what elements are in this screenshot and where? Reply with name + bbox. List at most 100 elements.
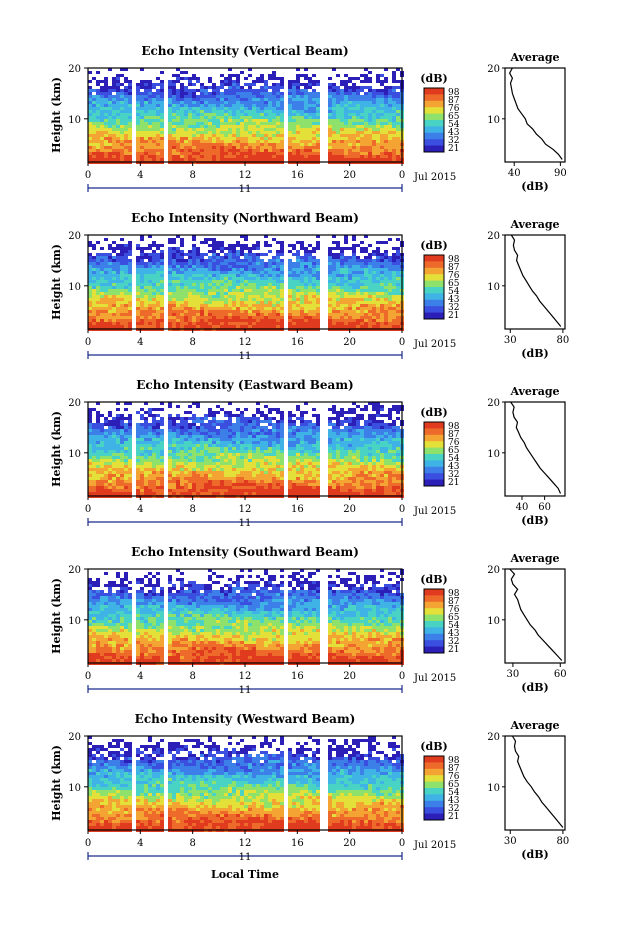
heatmap-cell	[296, 158, 300, 161]
heatmap-cell	[308, 113, 312, 116]
heatmap-cell	[396, 119, 400, 122]
heatmap-cell	[108, 140, 112, 143]
heatmap-cell	[352, 113, 356, 116]
heatmap-cell	[256, 140, 260, 143]
heatmap-cell	[112, 423, 116, 426]
heatmap-cell	[188, 325, 192, 328]
heatmap-cell	[96, 313, 100, 316]
heatmap-cell	[212, 426, 216, 429]
heatmap-cell	[212, 131, 216, 134]
heatmap-cell	[216, 316, 220, 319]
heatmap-cell	[296, 116, 300, 119]
heatmap-cell	[332, 86, 336, 89]
heatmap-cell	[288, 316, 292, 319]
heatmap-cell	[328, 89, 332, 92]
heatmap-cell	[196, 405, 200, 408]
heatmap-cell	[116, 402, 120, 405]
heatmap-cell	[308, 119, 312, 122]
heatmap-cell	[128, 83, 132, 86]
heatmap-cell	[168, 256, 172, 259]
heatmap-cell	[312, 247, 316, 250]
heatmap-cell	[176, 80, 180, 83]
heatmap-cell	[276, 116, 280, 119]
heatmap-cell	[208, 301, 212, 304]
heatmap-cell	[144, 268, 148, 271]
heatmap-cell	[156, 98, 160, 101]
heatmap-cell	[236, 313, 240, 316]
heatmap-cell	[380, 143, 384, 146]
heatmap-cell	[340, 435, 344, 438]
heatmap-cell	[208, 283, 212, 286]
heatmap-cell	[280, 241, 284, 244]
heatmap-cell	[356, 256, 360, 259]
heatmap-cell	[180, 134, 184, 137]
heatmap-cell	[360, 119, 364, 122]
heatmap-cell	[88, 438, 92, 441]
heatmap-cell	[100, 256, 104, 259]
heatmap-cell	[364, 405, 368, 408]
heatmap-cell	[220, 274, 224, 277]
heatmap-cell	[288, 441, 292, 444]
heatmap-cell	[356, 98, 360, 101]
heatmap-cell	[344, 438, 348, 441]
heatmap-cell	[368, 435, 372, 438]
heatmap-cell	[348, 113, 352, 116]
heatmap-cell	[296, 119, 300, 122]
heatmap-cell	[240, 244, 244, 247]
heatmap-cell	[388, 304, 392, 307]
heatmap-cell	[180, 429, 184, 432]
heatmap-cell	[328, 286, 332, 289]
heatmap-cell	[192, 247, 196, 250]
heatmap-cell	[292, 149, 296, 152]
heatmap-cell	[304, 271, 308, 274]
heatmap-cell	[200, 158, 204, 161]
heatmap-cell	[216, 405, 220, 408]
heatmap-cell	[140, 271, 144, 274]
heatmap-cell	[192, 235, 196, 238]
heatmap-cell	[108, 92, 112, 95]
heatmap-cell	[340, 116, 344, 119]
colorbar-swatch	[424, 299, 444, 307]
colorbar-swatch	[424, 126, 444, 134]
heatmap-cell	[112, 280, 116, 283]
heatmap-cell	[328, 134, 332, 137]
heatmap-cell	[292, 143, 296, 146]
heatmap-cell	[140, 262, 144, 265]
heatmap-cell	[288, 89, 292, 92]
heatmap-cell	[144, 134, 148, 137]
heatmap-cell	[332, 241, 336, 244]
heatmap-cell	[120, 310, 124, 313]
heatmap-cell	[308, 319, 312, 322]
heatmap-cell	[292, 119, 296, 122]
heatmap-cell	[224, 80, 228, 83]
heatmap-cell	[228, 283, 232, 286]
heatmap-cell	[248, 98, 252, 101]
heatmap-cell	[364, 438, 368, 441]
heatmap-cell	[104, 420, 108, 423]
heatmap-cell	[224, 101, 228, 104]
heatmap-cell	[100, 143, 104, 146]
heatmap-cell	[104, 280, 108, 283]
heatmap-cell	[300, 310, 304, 313]
heatmap-cell	[272, 307, 276, 310]
heatmap-cell	[316, 307, 320, 310]
heatmap-cell	[268, 104, 272, 107]
heatmap-cell	[216, 158, 220, 161]
heatmap-cell	[396, 408, 400, 411]
heatmap-cell	[124, 98, 128, 101]
heatmap-cell	[88, 423, 92, 426]
heatmap-cell	[396, 92, 400, 95]
heatmap-cell	[148, 101, 152, 104]
heatmap-cell	[148, 289, 152, 292]
heatmap-cell	[344, 256, 348, 259]
heatmap-cell	[200, 277, 204, 280]
heatmap-cell	[224, 256, 228, 259]
heatmap-cell	[208, 435, 212, 438]
heatmap-cell	[372, 253, 376, 256]
heatmap-cell	[392, 77, 396, 80]
heatmap-cell	[228, 116, 232, 119]
heatmap-cell	[124, 298, 128, 301]
heatmap-cell	[300, 107, 304, 110]
heatmap-cell	[376, 262, 380, 265]
heatmap-cell	[196, 101, 200, 104]
